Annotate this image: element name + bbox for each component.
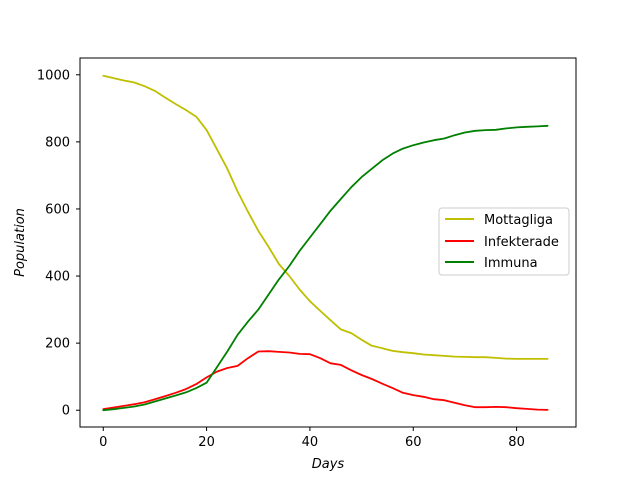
plot-frame (79, 57, 577, 428)
series-line-mottagliga (102, 74, 549, 360)
legend-label-infekterade: Infekterade (484, 235, 559, 250)
x-tick-label: 80 (508, 435, 525, 450)
legend-frame (438, 207, 570, 276)
x-tick-label: 60 (405, 435, 422, 450)
series-line-infekterade (102, 350, 549, 411)
x-tick-label: 0 (99, 435, 107, 450)
x-axis: 0 20 40 60 80 (99, 427, 525, 450)
legend-label-mottagliga: Mottagliga (484, 213, 553, 228)
legend-label-immuna: Immuna (484, 256, 538, 271)
y-tick-label: 0 (62, 404, 70, 419)
y-tick-label: 1000 (37, 68, 70, 83)
x-tick-label: 20 (198, 435, 215, 450)
x-axis-label: Days (312, 457, 345, 472)
y-tick-label: 600 (45, 202, 70, 217)
series-line-immuna (102, 124, 549, 412)
y-axis-label: Population (13, 208, 28, 277)
x-tick-label: 40 (302, 435, 319, 450)
y-tick-label: 800 (45, 135, 70, 150)
y-axis: 0 200 400 600 800 1000 (37, 68, 80, 419)
y-tick-label: 400 (45, 270, 70, 285)
y-tick-label: 200 (45, 337, 70, 352)
plot-area (102, 74, 549, 412)
legend: Mottagliga Infekterade Immuna (438, 207, 570, 276)
